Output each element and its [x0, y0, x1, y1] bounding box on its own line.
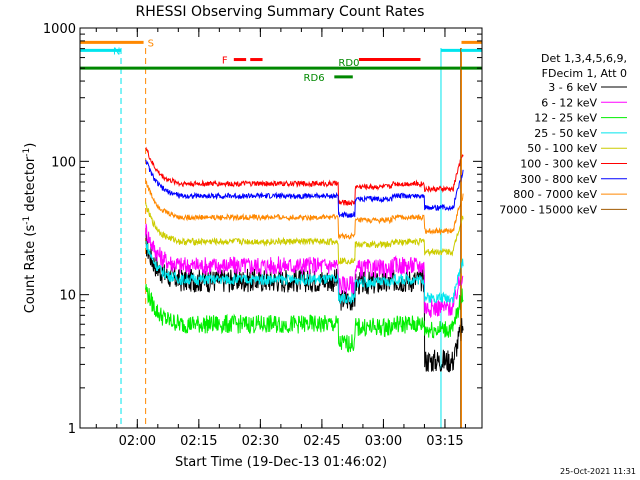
y-axis-label-part: ) — [23, 143, 38, 148]
flag-label: RD0 — [338, 58, 359, 69]
y-axis-label-part: detector — [23, 156, 38, 216]
y-axis-label-part: Count Rate (s — [23, 225, 38, 314]
flag-label: N — [113, 46, 120, 57]
y-axis: 1 10 100 1000 — [43, 22, 482, 437]
flag-label: RD6 — [304, 73, 325, 84]
flag-label: S — [148, 38, 154, 49]
legend-label: 12 - 25 keV — [534, 112, 597, 125]
legend-label: 25 - 50 keV — [534, 127, 597, 140]
series-line — [145, 202, 464, 266]
series-line — [145, 283, 464, 353]
legend-label: 3 - 6 keV — [548, 81, 597, 94]
x-axis: 02:00 02:15 02:30 02:45 03:00 03:15 — [95, 28, 466, 449]
flag-label: F — [222, 56, 228, 67]
series-line — [145, 223, 464, 319]
y-tick-label: 1 — [68, 422, 76, 437]
y-tick-label: 10 — [59, 289, 76, 304]
series-line — [145, 241, 464, 305]
y-tick-label: 1000 — [43, 22, 76, 37]
x-tick-label: 02:30 — [242, 434, 279, 449]
legend-header: Det 1,3,4,5,6,9, — [541, 52, 627, 65]
y-axis-label-sup: -1 — [22, 216, 32, 225]
x-tick-label: 02:45 — [303, 434, 340, 449]
x-tick-label: 02:15 — [180, 434, 217, 449]
legend-label: 300 - 800 keV — [520, 173, 597, 186]
series-line — [145, 233, 464, 373]
legend-header: FDecim 1, Att 0 — [542, 67, 627, 80]
x-axis-label: Start Time (19-Dec-13 01:46:02) — [175, 455, 387, 470]
series-line — [145, 146, 464, 207]
y-axis-label-sup: -1 — [22, 148, 32, 157]
series-line — [145, 159, 464, 218]
legend-label: 50 - 100 keV — [527, 142, 597, 155]
legend-label: 7000 - 15000 keV — [499, 203, 597, 216]
chart-title: RHESSI Observing Summary Count Rates — [136, 4, 425, 20]
x-tick-label: 03:00 — [365, 434, 402, 449]
data-layer: S N F RD0 RD6 — [80, 38, 482, 428]
y-axis-label: Count Rate (s-1 detector-1) — [22, 143, 38, 314]
footer-timestamp: 25-Oct-2021 11:31 — [560, 467, 636, 476]
legend-label: 800 - 7000 keV — [513, 188, 597, 201]
y-tick-label: 100 — [51, 155, 76, 170]
x-tick-label: 02:00 — [119, 434, 156, 449]
x-tick-label: 03:15 — [426, 434, 463, 449]
legend-label: 100 - 300 keV — [520, 158, 597, 171]
legend-label: 6 - 12 keV — [541, 96, 597, 109]
plot-frame — [79, 27, 483, 429]
series-line — [145, 179, 464, 240]
legend: Det 1,3,4,5,6,9, FDecim 1, Att 0 3 - 6 k… — [499, 52, 627, 216]
